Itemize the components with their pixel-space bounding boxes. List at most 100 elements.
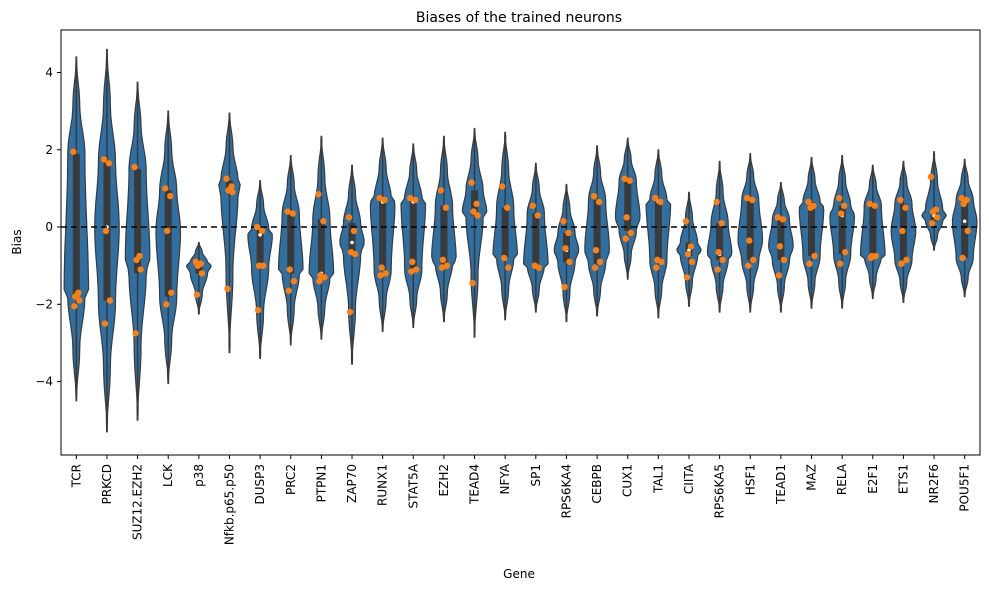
data-point <box>590 192 598 200</box>
x-tick-label: TCR <box>69 464 83 488</box>
violin-iqr-box <box>317 219 325 278</box>
chart-title: Biases of the trained neurons <box>416 10 622 26</box>
data-point <box>469 279 476 287</box>
data-point <box>223 175 230 182</box>
data-point <box>101 320 109 327</box>
data-point <box>106 297 114 304</box>
data-point <box>133 256 140 264</box>
y-tick-label: −2 <box>35 297 53 311</box>
data-point <box>198 270 206 277</box>
data-point <box>167 192 174 200</box>
x-tick-label: Nfkb.p65.p50 <box>222 464 236 545</box>
data-point <box>657 198 664 206</box>
data-point <box>562 245 569 252</box>
data-point <box>560 218 567 225</box>
violin-iqr-box <box>532 213 540 266</box>
data-point <box>592 247 600 254</box>
data-point <box>321 274 328 281</box>
data-point <box>780 256 788 264</box>
data-point <box>71 303 78 310</box>
data-point <box>683 274 691 281</box>
data-point <box>529 202 537 209</box>
data-point <box>719 256 726 264</box>
data-point <box>713 198 720 206</box>
data-point <box>407 194 414 202</box>
y-axis-title: Bias <box>10 229 24 254</box>
data-point <box>744 194 751 202</box>
data-point <box>595 198 603 206</box>
data-point <box>958 194 965 202</box>
y-tick-label: −4 <box>35 375 53 389</box>
data-point <box>652 194 659 202</box>
data-point <box>224 285 231 293</box>
x-tick-label: STAT5A <box>406 463 420 508</box>
x-tick-label: PRC2 <box>284 464 298 495</box>
data-point <box>960 200 967 208</box>
data-point <box>468 179 475 186</box>
x-tick-label: CEBPB <box>590 464 604 504</box>
data-point <box>378 264 385 271</box>
data-point <box>836 260 844 267</box>
data-point <box>805 198 812 206</box>
data-point <box>596 258 604 266</box>
violin-iqr-box <box>256 228 264 268</box>
data-point <box>439 256 447 264</box>
data-point <box>259 262 267 269</box>
data-point <box>131 163 138 171</box>
x-tick-label: ZAP70 <box>345 464 359 503</box>
y-tick-label: 0 <box>45 220 53 234</box>
data-point <box>653 264 660 271</box>
data-point <box>164 227 171 235</box>
data-point <box>565 229 572 237</box>
data-point <box>316 277 323 285</box>
violin-iqr-box <box>72 153 80 297</box>
data-point <box>714 266 721 273</box>
x-tick-label: ETS1 <box>896 464 910 494</box>
data-point <box>964 227 971 235</box>
data-point <box>193 291 201 298</box>
data-point <box>718 219 725 227</box>
data-point <box>315 191 322 198</box>
x-tick-label: NFYA <box>498 463 512 494</box>
x-tick-label: TAL1 <box>651 464 665 494</box>
data-point <box>933 214 941 221</box>
data-point <box>409 258 416 266</box>
x-tick-label: SUZ12.EZH2 <box>131 464 145 540</box>
violin-iqr-box <box>838 205 846 255</box>
data-point <box>413 266 420 273</box>
points-group <box>70 148 971 337</box>
data-point <box>745 262 752 269</box>
data-point <box>381 196 388 204</box>
data-point <box>627 229 634 237</box>
x-tick-label: E2F1 <box>866 464 880 494</box>
data-point <box>229 189 236 196</box>
data-point <box>408 268 415 275</box>
data-point <box>806 260 813 267</box>
data-point <box>376 194 383 202</box>
plot-frame <box>60 29 981 456</box>
data-point <box>102 227 110 235</box>
data-point <box>132 330 139 337</box>
data-point <box>566 258 573 266</box>
data-point <box>74 291 81 298</box>
data-point <box>137 266 144 273</box>
data-point <box>442 204 450 211</box>
data-point <box>688 258 696 266</box>
data-point <box>867 254 874 262</box>
data-point <box>623 214 630 221</box>
data-point <box>898 260 905 267</box>
data-point <box>162 185 169 192</box>
data-point <box>929 208 937 215</box>
data-point <box>840 202 848 209</box>
data-point <box>872 252 879 260</box>
violin-iqr-box <box>808 201 816 257</box>
data-point <box>345 214 353 221</box>
data-point <box>779 216 787 223</box>
data-point <box>811 252 818 260</box>
data-point <box>866 200 873 208</box>
violin-iqr-box <box>654 200 662 260</box>
data-point <box>841 248 849 256</box>
violin-iqr-box <box>777 219 785 260</box>
data-point <box>774 214 782 221</box>
y-tick-label: 4 <box>45 66 53 80</box>
